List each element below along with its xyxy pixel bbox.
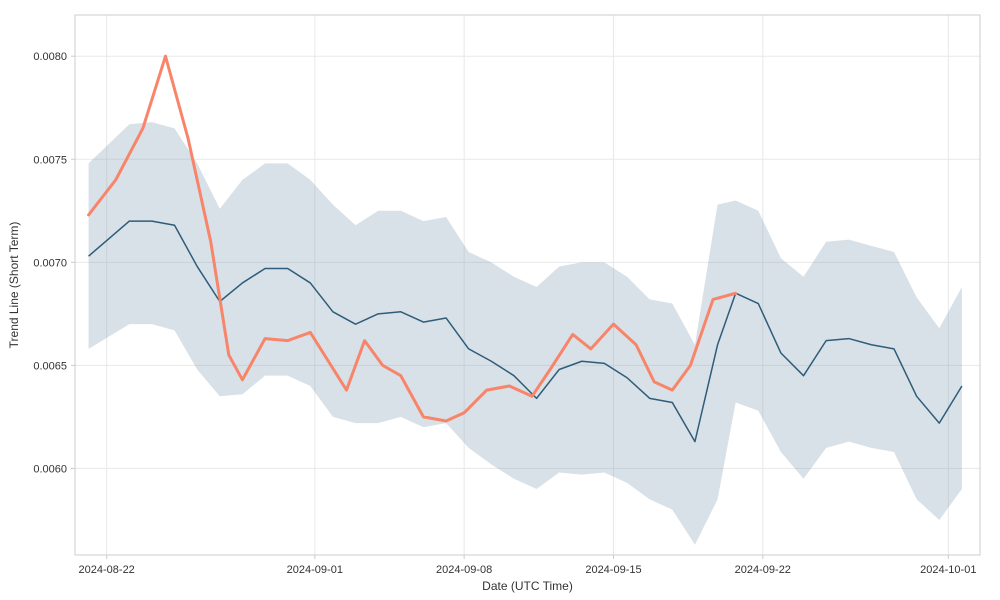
x-tick-label: 2024-10-01 [920, 564, 976, 576]
x-tick-label: 2024-09-15 [585, 564, 641, 576]
y-tick-label: 0.0065 [33, 360, 67, 372]
x-tick-label: 2024-09-22 [735, 564, 791, 576]
y-tick-label: 0.0060 [33, 463, 67, 475]
trend-chart: 0.0060 0.0065 0.0070 0.0075 0.0080 2024-08-22… [0, 0, 1000, 600]
y-tick-label: 0.0075 [33, 154, 67, 166]
y-tick-label: 0.0080 [33, 51, 67, 63]
x-tick-label: 2024-09-08 [436, 564, 492, 576]
x-tick-label: 2024-08-22 [79, 564, 135, 576]
x-tick-label: 2024-09-01 [287, 564, 343, 576]
y-axis-label: Trend Line (Short Term) [7, 222, 21, 349]
y-tick-label: 0.0070 [33, 257, 67, 269]
x-axis-label: Date (UTC Time) [482, 579, 573, 593]
